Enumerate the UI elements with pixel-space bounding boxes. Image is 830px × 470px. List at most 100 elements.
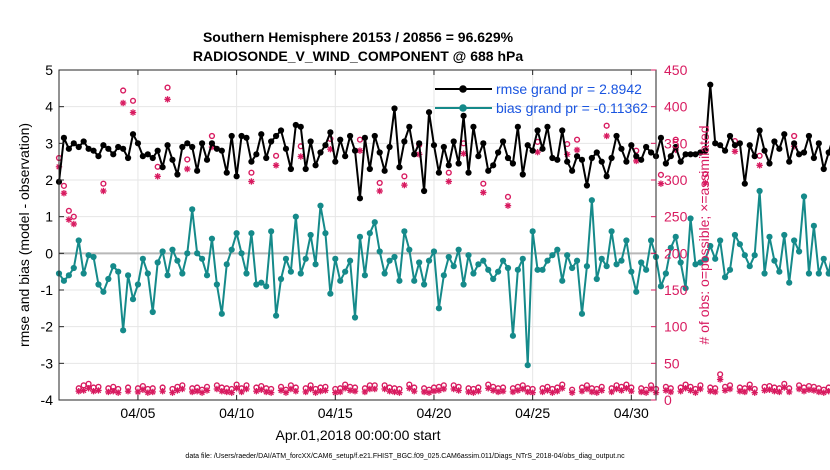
obs-assimilated-stroke [179, 386, 186, 392]
obs-assimilated-stroke [687, 387, 694, 394]
rmse-point [480, 140, 487, 147]
obs-count-markers [55, 84, 830, 396]
obs-assimilated-stroke [120, 100, 126, 106]
y-left-tick-label: 0 [45, 245, 53, 261]
bias-point [554, 246, 561, 253]
obs-assimilated-stroke [441, 386, 447, 392]
obs-assimilated-marker [544, 387, 551, 394]
y-left-tick-label: -2 [41, 319, 54, 335]
bias-point [228, 246, 235, 253]
obs-assimilated-stroke [233, 385, 240, 392]
obs-assimilated-marker [406, 385, 413, 392]
bias-point [243, 270, 250, 277]
rmse-point [277, 127, 285, 134]
obs-assimilated-marker [781, 384, 788, 391]
obs-assimilated-marker [746, 385, 753, 392]
obs-assimilated-stroke [352, 388, 358, 394]
obs-assimilated-marker [667, 388, 675, 396]
rmse-point [406, 123, 413, 130]
bias-point [425, 257, 433, 264]
rmse-point [623, 158, 630, 165]
bias-point [253, 281, 260, 288]
bias-point [702, 255, 709, 262]
obs-assimilated-marker [425, 389, 433, 396]
rmse-point [391, 105, 398, 112]
bias-point [509, 332, 517, 339]
legend-bias-label: bias grand pr = -0.11362 [496, 100, 648, 116]
obs-assimilated-marker [60, 190, 68, 197]
bias-point [662, 270, 669, 277]
obs-assimilated-stroke [500, 388, 506, 394]
rmse-point [213, 145, 220, 152]
obs-assimilated-stroke [751, 389, 758, 396]
obs-assimilated-marker [159, 388, 166, 395]
obs-assimilated-marker [475, 388, 482, 395]
obs-assimilated-marker [504, 202, 512, 209]
bias-point [569, 264, 576, 272]
obs-assimilated-stroke [253, 388, 260, 394]
rmse-point [129, 131, 137, 138]
rmse-point [346, 132, 354, 140]
obs-assimilated-marker [267, 389, 275, 396]
obs-assimilated-stroke [238, 389, 245, 395]
obs-assimilated-marker [445, 178, 452, 185]
bias-point [618, 257, 625, 264]
bias-point [134, 281, 142, 288]
bias-point [366, 230, 373, 237]
obs-assimilated-marker [460, 150, 467, 157]
obs-assimilated-stroke [372, 386, 378, 392]
data-series [55, 81, 830, 369]
obs-assimilated-marker [568, 389, 576, 396]
bias-point [258, 279, 265, 286]
obs-assimilated-marker [608, 388, 615, 396]
obs-assimilated-marker [248, 178, 255, 185]
obs-assimilated-stroke [682, 385, 689, 392]
bias-point [322, 230, 329, 237]
bias-point [514, 266, 521, 273]
rmse-point [633, 153, 640, 160]
bias-point [697, 259, 704, 266]
rmse-point [366, 165, 373, 173]
obs-assimilated-stroke [732, 148, 738, 155]
obs-assimilated-marker [583, 385, 591, 393]
obs-assimilated-marker [702, 179, 709, 187]
rmse-point [741, 180, 748, 187]
rmse-point [771, 138, 778, 145]
bias-point [312, 261, 319, 268]
bias-point [559, 277, 566, 284]
bias-point [105, 275, 112, 283]
bias-point [717, 237, 724, 244]
bias-point [154, 259, 161, 266]
obs-assimilated-marker [682, 385, 689, 392]
rmse-point [731, 142, 739, 149]
rmse-point [554, 156, 561, 163]
rmse-point [159, 164, 166, 171]
obs-possible-marker [164, 84, 171, 91]
bias-point [504, 264, 512, 272]
obs-assimilated-marker [628, 388, 635, 395]
obs-assimilated-marker [70, 220, 78, 228]
obs-possible-marker [248, 169, 255, 176]
rmse-point [746, 142, 753, 149]
rmse-point [440, 143, 447, 151]
rmse-point [179, 143, 186, 151]
obs-assimilated-stroke [761, 387, 768, 394]
obs-assimilated-stroke [85, 385, 92, 392]
obs-assimilated-marker [307, 385, 314, 393]
bias-point [332, 255, 339, 262]
rmse-point [687, 151, 694, 158]
bias-point [391, 253, 398, 261]
obs-assimilated-marker [489, 387, 497, 394]
bias-point [213, 281, 220, 288]
obs-assimilated-marker [341, 385, 349, 392]
bias-point [800, 193, 808, 200]
obs-assimilated-marker [65, 216, 73, 223]
bias-point [248, 230, 255, 237]
obs-assimilated-stroke [677, 388, 684, 394]
obs-assimilated-marker [263, 388, 270, 396]
obs-assimilated-marker [559, 385, 566, 392]
obs-assimilated-marker [282, 389, 290, 396]
rmse-point [248, 158, 255, 165]
bias-point [218, 310, 225, 317]
